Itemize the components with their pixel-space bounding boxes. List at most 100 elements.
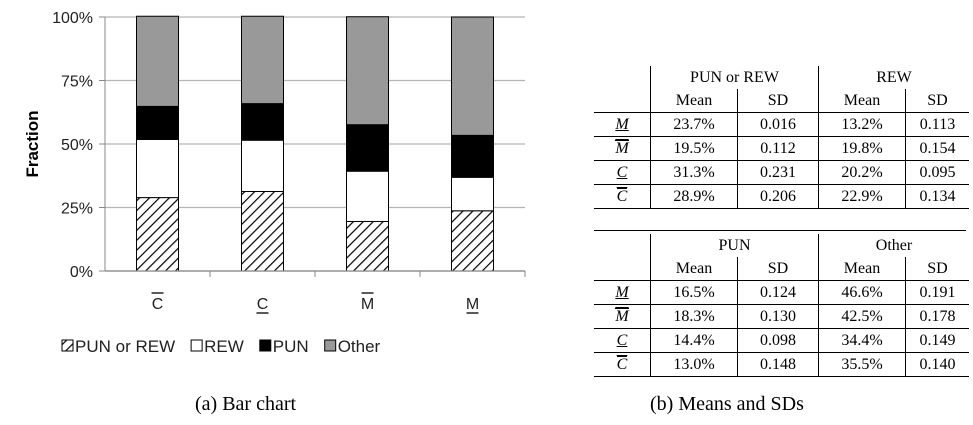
condition-label: M — [615, 283, 629, 301]
table-cell: 0.178 — [905, 304, 969, 329]
table-group-header: REW — [818, 66, 969, 89]
table-cell: 0.149 — [905, 328, 969, 353]
table-subheader: Mean — [818, 257, 906, 281]
table-cell: 13.0% — [650, 352, 738, 377]
table-cell: 0.231 — [737, 160, 819, 185]
bar-segment — [346, 124, 389, 172]
table-cell: 19.5% — [650, 136, 738, 161]
condition-label: C — [616, 163, 628, 181]
table-row: C 31.3% 0.231 20.2% 0.095 — [594, 160, 969, 185]
table-subheader: Mean — [818, 89, 906, 113]
legend: PUN or REW REW PUN Other — [61, 337, 381, 356]
x-tick-label: C — [152, 296, 164, 313]
bar-segment — [241, 15, 284, 105]
caption-table: (b) Means and SDs — [650, 393, 804, 415]
table-subheader: SD — [737, 89, 819, 113]
table-row: C 14.4% 0.098 34.4% 0.149 — [594, 328, 969, 353]
bar-segment — [451, 176, 494, 212]
bar-segment — [136, 197, 179, 272]
x-tick-label: M — [466, 296, 479, 313]
bar-segment — [451, 134, 494, 178]
bar-segment — [136, 105, 179, 140]
table-cell: 42.5% — [818, 304, 906, 329]
table-cell: 22.9% — [818, 184, 906, 209]
condition-label: M — [615, 115, 629, 133]
y-axis-label: Fraction — [23, 110, 42, 177]
condition-label: M — [615, 139, 629, 157]
y-tick-label: 0% — [70, 264, 93, 281]
axes: 0% 25% 50% 75% 100% C C M M — [52, 10, 526, 314]
bar-segment — [346, 220, 389, 272]
legend-label: REW — [204, 337, 244, 356]
table-subheader: Mean — [650, 89, 738, 113]
table-cell: 34.4% — [818, 328, 906, 353]
table-row: C 13.0% 0.148 35.5% 0.140 — [594, 352, 969, 377]
table-divider — [594, 230, 966, 231]
legend-swatch — [324, 339, 337, 352]
table-cell: 0.154 — [905, 136, 969, 161]
legend-label: PUN — [273, 337, 309, 356]
table-subheader: SD — [737, 257, 819, 281]
table-subheader: SD — [905, 257, 969, 281]
table-cell: 28.9% — [650, 184, 738, 209]
table-row: M 18.3% 0.130 42.5% 0.178 — [594, 304, 969, 329]
table-cell: 0.130 — [737, 304, 819, 329]
stacked-bar-chart: 0% 25% 50% 75% 100% C C M M Fraction PUN or REW R… — [23, 10, 526, 356]
bar-segment — [136, 138, 179, 199]
bar-segment — [241, 103, 284, 141]
legend-swatch — [61, 339, 74, 352]
x-tick-label: M — [361, 296, 374, 313]
table-row: M 23.7% 0.016 13.2% 0.113 — [594, 112, 969, 137]
table-cell: 0.191 — [905, 280, 969, 305]
table-row: C 28.9% 0.206 22.9% 0.134 — [594, 184, 969, 209]
y-tick-label: 25% — [61, 201, 93, 218]
table-cell: 31.3% — [650, 160, 738, 185]
condition-label: C — [616, 355, 628, 373]
table-subheader: Mean — [650, 257, 738, 281]
legend-label: Other — [338, 337, 381, 356]
table-row: M 16.5% 0.124 46.6% 0.191 — [594, 280, 969, 305]
table-cell: 0.098 — [737, 328, 819, 353]
table-cell: 13.2% — [818, 112, 906, 137]
table-cell: 46.6% — [818, 280, 906, 305]
table-cell: 14.4% — [650, 328, 738, 353]
table-group-header: PUN — [650, 234, 819, 257]
legend-swatch — [190, 339, 203, 352]
caption-bar-chart: (a) Bar chart — [195, 393, 297, 415]
table-cell: 0.113 — [905, 112, 969, 137]
x-tick-label: C — [257, 296, 269, 313]
table-group-header: Other — [818, 234, 969, 257]
table-cell: 20.2% — [818, 160, 906, 185]
bar-segment — [451, 210, 494, 272]
table-group-header: PUN or REW — [650, 66, 819, 89]
table-cell: 35.5% — [818, 352, 906, 377]
bar-segment — [241, 190, 284, 272]
legend-label: PUN or REW — [75, 337, 175, 356]
table-cell: 0.124 — [737, 280, 819, 305]
bar-segment — [136, 15, 179, 107]
legend-swatch — [259, 339, 272, 352]
table-cell: 23.7% — [650, 112, 738, 137]
bars — [136, 15, 494, 272]
table-cell: 0.095 — [905, 160, 969, 185]
bar-segment — [241, 139, 284, 192]
y-tick-label: 100% — [52, 10, 93, 27]
bar-segment — [346, 16, 389, 126]
condition-label: C — [616, 187, 628, 205]
table-cell: 18.3% — [650, 304, 738, 329]
bar-segment — [346, 170, 389, 222]
table-cell: 0.206 — [737, 184, 819, 209]
table-cell: 0.112 — [737, 136, 819, 161]
stats-table-top: PUN or REW REW Mean SD Mean SD M 23.7% 0… — [594, 66, 969, 209]
condition-label: M — [615, 307, 629, 325]
table-subheader: SD — [905, 89, 969, 113]
y-tick-label: 75% — [61, 74, 93, 91]
stats-table-bottom: PUN Other Mean SD Mean SD M 16.5% 0.124 … — [594, 234, 969, 377]
table-cell: 0.016 — [737, 112, 819, 137]
table-cell: 16.5% — [650, 280, 738, 305]
table-cell: 0.140 — [905, 352, 969, 377]
table-row: M 19.5% 0.112 19.8% 0.154 — [594, 136, 969, 161]
table-cell: 0.148 — [737, 352, 819, 377]
table-cell: 19.8% — [818, 136, 906, 161]
condition-label: C — [616, 331, 628, 349]
